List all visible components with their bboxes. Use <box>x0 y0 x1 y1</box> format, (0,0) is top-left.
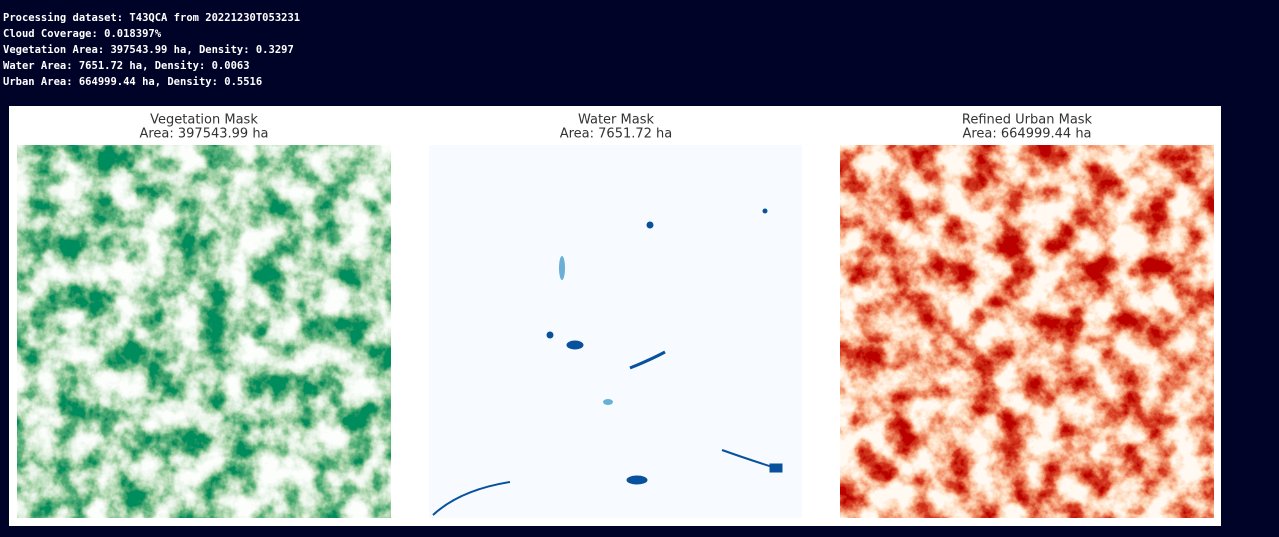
log-line: Cloud Coverage: 0.018397% <box>3 28 162 40</box>
panel-title: Vegetation Mask <box>150 113 258 128</box>
water-image <box>429 145 802 518</box>
output-log: Processing dataset: T43QCA from 20221230… <box>3 10 300 90</box>
vegetation-image <box>17 145 391 518</box>
panel-subtitle: Area: 7651.72 ha <box>560 127 673 142</box>
water-bodies <box>432 208 783 516</box>
log-line: Vegetation Area: 397543.99 ha, Density: … <box>3 44 294 56</box>
log-line: Processing dataset: T43QCA from 20221230… <box>3 12 301 24</box>
log-line: Urban Area: 664999.44 ha, Density: 0.551… <box>3 76 263 88</box>
panel-subtitle: Area: 397543.99 ha <box>139 127 268 142</box>
log-line: Water Area: 7651.72 ha, Density: 0.0063 <box>3 60 250 72</box>
panel-title: Water Mask <box>578 113 655 128</box>
panel-title: Refined Urban Mask <box>962 113 1093 128</box>
panel-subtitle: Area: 664999.44 ha <box>962 127 1091 142</box>
urban-image <box>840 145 1214 518</box>
